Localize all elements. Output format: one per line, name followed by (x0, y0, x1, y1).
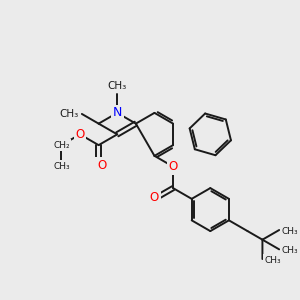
Text: CH₃: CH₃ (265, 256, 282, 265)
Text: CH₃: CH₃ (108, 81, 127, 91)
Text: O: O (150, 191, 159, 204)
Text: CH₃: CH₃ (282, 227, 298, 236)
Text: O: O (75, 128, 85, 141)
Text: CH₃: CH₃ (60, 109, 79, 119)
Text: N: N (112, 106, 122, 119)
Text: CH₃: CH₃ (53, 162, 70, 171)
Text: CH₂: CH₂ (53, 141, 70, 150)
Text: CH₃: CH₃ (282, 246, 298, 255)
Text: O: O (97, 159, 106, 172)
Text: O: O (169, 160, 178, 173)
